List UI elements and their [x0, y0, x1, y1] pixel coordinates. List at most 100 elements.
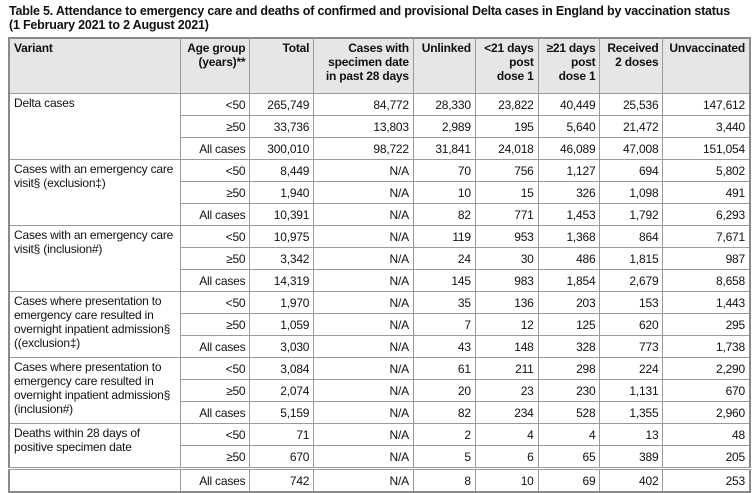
value-cell: 773 [599, 335, 664, 358]
value-cell: 10 [474, 467, 539, 493]
age-group-cell: All cases [179, 401, 251, 424]
value-cell: 4 [537, 423, 601, 446]
value-cell: 33,736 [249, 115, 315, 138]
value-cell: 15 [474, 181, 539, 204]
age-group-cell: All cases [179, 467, 251, 493]
variant-cell: Delta cases [8, 93, 181, 160]
table-row: Delta cases <50 265,749 84,772 28,330 23,822 4… [8, 93, 751, 160]
value-cell: 6 [474, 445, 539, 469]
column-header: <21 days post dose 1 [474, 37, 539, 94]
value-cell: 119 [412, 225, 476, 248]
value-cell: 8,449 [249, 159, 315, 182]
value-cell: 4 [474, 423, 539, 446]
table-row: ≥50 2,074 N/A 20 23 230 1,131 670 [9, 379, 751, 402]
value-cell: 35 [412, 291, 476, 314]
value-cell: 328 [537, 335, 601, 358]
value-cell: 14,319 [249, 269, 315, 292]
table-row: All cases 3,030 N/A 43 148 328 773 1,738 [9, 335, 751, 358]
value-cell: 224 [599, 357, 664, 380]
variant-cell: Cases where presentation to emergency ca… [8, 291, 181, 358]
value-cell: 5 [412, 445, 476, 469]
value-cell: 13 [599, 423, 664, 446]
age-group-cell: <50 [179, 93, 251, 116]
value-cell: 1,970 [249, 291, 315, 314]
variant-cell: Deaths within 28 days of positive specim… [8, 423, 181, 469]
variant-cell: Cases with an emergency care visit§ (inc… [8, 225, 181, 292]
value-cell: 389 [599, 445, 664, 469]
value-cell: 205 [662, 445, 751, 469]
value-cell: 5,159 [249, 401, 315, 424]
value-cell: 298 [537, 357, 601, 380]
column-header: Cases with specimen date in past 28 days [313, 37, 414, 94]
age-group-cell: All cases [179, 269, 251, 292]
value-cell: 756 [474, 159, 539, 182]
column-header: ≥21 days post dose 1 [537, 37, 601, 94]
value-cell: N/A [313, 335, 414, 358]
value-cell: 82 [412, 203, 476, 226]
value-cell: 46,089 [537, 137, 601, 160]
value-cell: 3,440 [662, 115, 751, 138]
value-cell: 148 [474, 335, 539, 358]
age-group-cell: All cases [179, 203, 251, 226]
value-cell: 125 [537, 313, 601, 336]
header-row: Variant Age group (years)** Total Cases wit… [8, 37, 751, 94]
value-cell: 3,084 [249, 357, 315, 380]
age-group-cell: <50 [179, 291, 251, 314]
value-cell: 23,822 [474, 93, 539, 116]
value-cell: 136 [474, 291, 539, 314]
value-cell: 864 [599, 225, 664, 248]
value-cell: 1,131 [599, 379, 664, 402]
value-cell: 5,640 [537, 115, 601, 138]
value-cell: 1,059 [249, 313, 315, 336]
value-cell: 6,293 [662, 203, 751, 226]
table-row: Cases with an emergency care visit§ (exc… [8, 159, 751, 226]
value-cell: 70 [412, 159, 476, 182]
value-cell: 2,960 [662, 401, 751, 424]
value-cell: 402 [599, 467, 664, 493]
value-cell: 10 [412, 181, 476, 204]
value-cell: 1,368 [537, 225, 601, 248]
age-group-cell: ≥50 [179, 115, 251, 138]
value-cell: N/A [313, 467, 414, 493]
value-cell: 253 [662, 467, 751, 493]
table-row: ≥50 3,342 N/A 24 30 486 1,815 987 [9, 247, 751, 270]
value-cell: 151,054 [662, 137, 751, 160]
value-cell: 153 [599, 291, 664, 314]
table-row: ≥50 670 N/A 5 6 65 389 205 [9, 445, 751, 469]
age-group-cell: ≥50 [179, 445, 251, 469]
value-cell: 65 [537, 445, 601, 469]
value-cell: 1,792 [599, 203, 664, 226]
age-group-cell: <50 [179, 357, 251, 380]
value-cell: 43 [412, 335, 476, 358]
value-cell: N/A [313, 291, 414, 314]
table-row: ≥50 1,940 N/A 10 15 326 1,098 491 [9, 181, 751, 204]
value-cell: 31,841 [412, 137, 476, 160]
value-cell: 28,330 [412, 93, 476, 116]
title-line-2: (1 February 2021 to 2 August 2021) [9, 18, 209, 32]
value-cell: N/A [313, 379, 414, 402]
table-row: ≥50 33,736 13,803 2,989 195 5,640 21,472 3,440 [9, 115, 751, 138]
value-cell: 8,658 [662, 269, 751, 292]
table-row: All cases 10,391 N/A 82 771 1,453 1,792 6,293 [9, 203, 751, 226]
data-table: Variant Age group (years)** Total Cases wit… [8, 37, 751, 493]
value-cell: 1,940 [249, 181, 315, 204]
value-cell: 1,854 [537, 269, 601, 292]
value-cell: N/A [313, 357, 414, 380]
value-cell: 23 [474, 379, 539, 402]
value-cell: 12 [474, 313, 539, 336]
value-cell: 670 [662, 379, 751, 402]
value-cell: 1,815 [599, 247, 664, 270]
value-cell: 2,074 [249, 379, 315, 402]
value-cell: 24 [412, 247, 476, 270]
value-cell: 24,018 [474, 137, 539, 160]
value-cell: 203 [537, 291, 601, 314]
value-cell: 7,671 [662, 225, 751, 248]
value-cell: 13,803 [313, 115, 414, 138]
value-cell: 230 [537, 379, 601, 402]
column-header: Received 2 doses [599, 37, 664, 94]
table-row: Cases where presentation to emergency ca… [8, 291, 751, 358]
value-cell: 82 [412, 401, 476, 424]
value-cell: N/A [313, 423, 414, 446]
age-group-cell: <50 [179, 423, 251, 446]
column-header: Age group (years)** [179, 37, 251, 94]
